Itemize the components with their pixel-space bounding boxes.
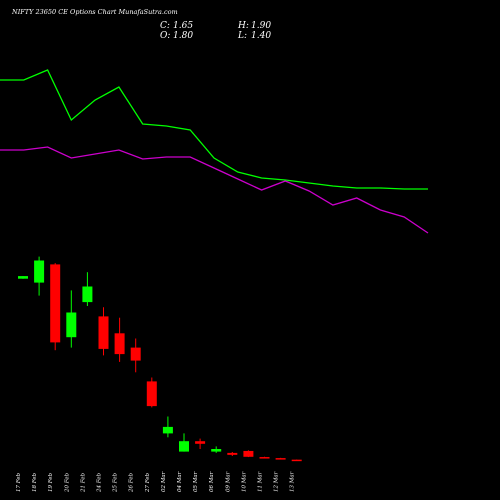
x-tick-label: 10 Mar: [241, 471, 247, 492]
x-tick-label: 26 Feb: [129, 472, 135, 493]
x-tick-label: 18 Feb: [32, 472, 38, 492]
x-tick-label: 06 Mar: [209, 471, 215, 492]
header-name: C:: [160, 21, 170, 31]
candle-body: [195, 441, 206, 444]
candle-body: [211, 449, 222, 452]
candle-body: [50, 264, 61, 343]
x-tick-label: 12 Mar: [274, 471, 280, 492]
header-name: L:: [237, 31, 247, 41]
candle-body: [291, 459, 302, 462]
candle-body: [146, 381, 157, 407]
x-tick-label: 13 Mar: [290, 471, 296, 492]
x-tick-label: 09 Mar: [225, 471, 231, 492]
header-value: 1.40: [251, 31, 271, 41]
x-tick-label: 02 Mar: [161, 471, 167, 492]
x-tick-label: 27 Feb: [145, 472, 151, 493]
x-tick-label: 25 Feb: [113, 472, 119, 493]
header-value: 1.90: [251, 21, 271, 31]
x-tick-label: 20 Feb: [64, 472, 70, 493]
candle-body: [243, 450, 254, 457]
indicator-line: [0, 146, 429, 234]
candle-body: [98, 316, 109, 349]
candle-body: [114, 333, 125, 355]
x-tick-label: 05 Mar: [193, 471, 199, 492]
x-tick-label: 19 Feb: [48, 472, 54, 492]
header-name: O:: [160, 31, 170, 41]
header-value: 1.65: [173, 21, 193, 31]
x-tick-label: 04 Mar: [177, 471, 183, 492]
x-tick-label: 17 Feb: [16, 472, 22, 492]
header-value: 1.80: [173, 31, 193, 41]
candle-body: [82, 286, 93, 303]
candle-body: [66, 312, 77, 338]
candle-body: [34, 260, 45, 283]
candle-body: [179, 441, 189, 452]
candle-body: [227, 452, 238, 455]
x-tick-label: 24 Feb: [97, 472, 103, 493]
x-tick-label: 11 Mar: [258, 471, 264, 492]
candle-body: [275, 458, 286, 460]
candle-body: [259, 457, 270, 459]
header-name: H:: [237, 21, 249, 31]
candle-body: [18, 276, 28, 279]
chart-title: NIFTY 23650 CE Options Chart MunafaSutra…: [11, 8, 178, 16]
candle-body: [162, 426, 173, 434]
candle-body: [130, 347, 141, 361]
indicator-line: [0, 69, 428, 190]
x-tick-label: 21 Feb: [80, 472, 86, 493]
